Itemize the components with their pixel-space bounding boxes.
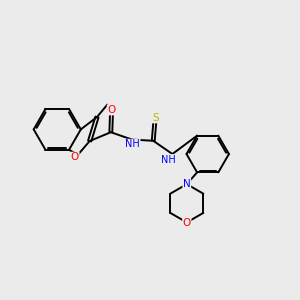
Text: O: O: [71, 152, 79, 162]
Text: NH: NH: [125, 139, 140, 149]
Text: S: S: [152, 113, 159, 123]
Text: O: O: [107, 105, 116, 115]
Text: NH: NH: [161, 154, 176, 165]
Text: N: N: [183, 178, 191, 189]
Text: O: O: [183, 218, 191, 228]
